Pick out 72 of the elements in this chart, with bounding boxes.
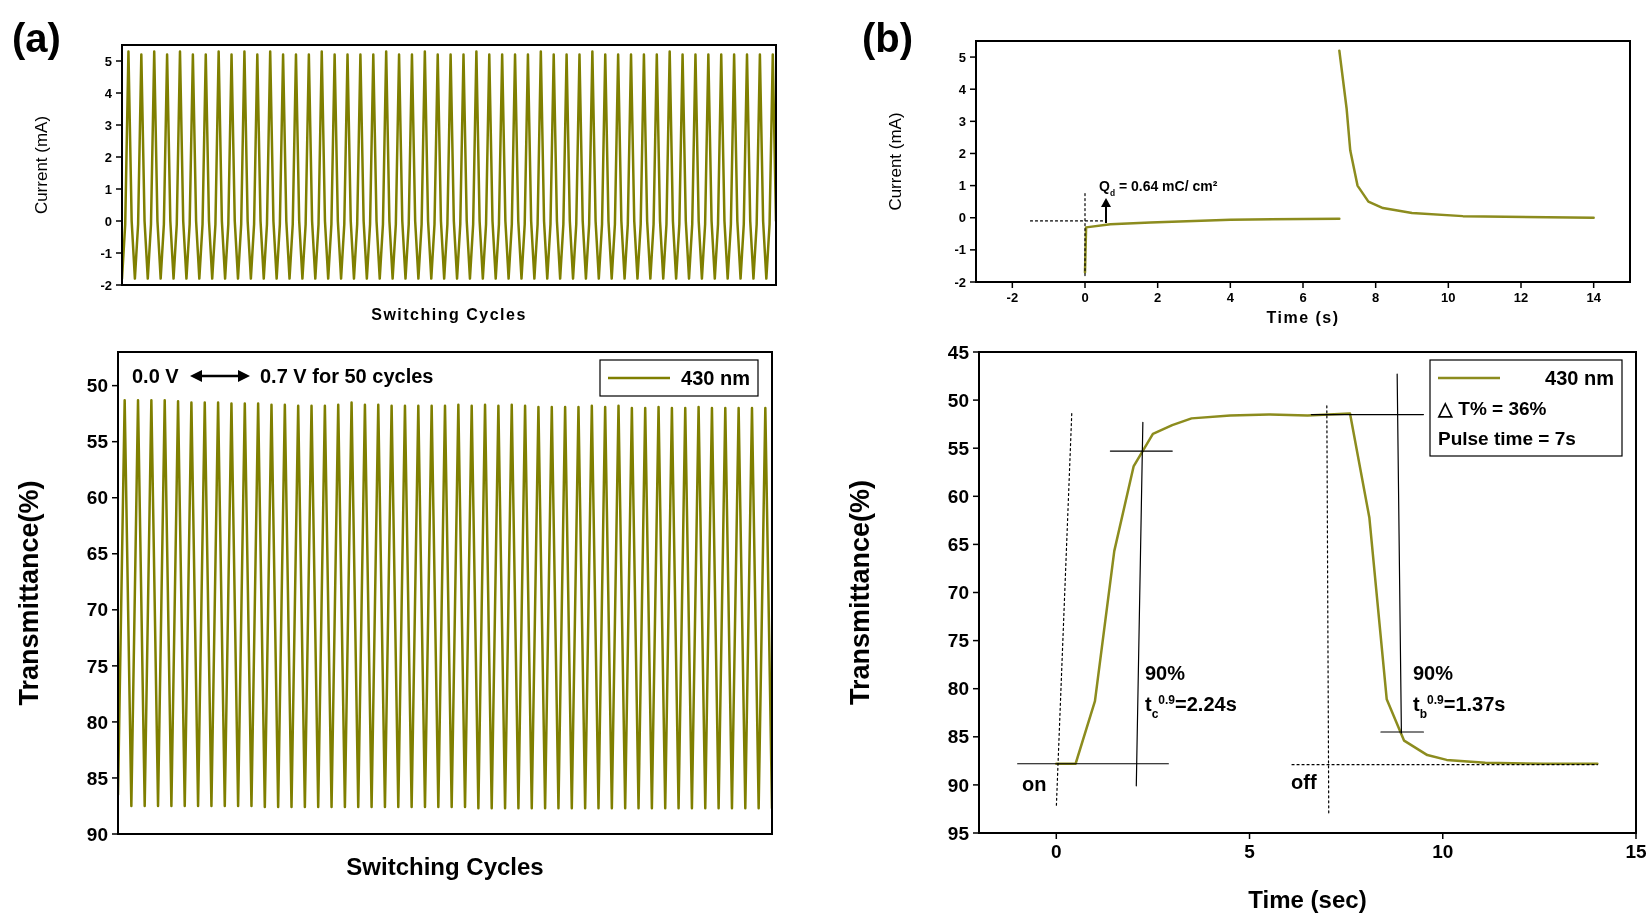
x-axis-title: Time (s) xyxy=(1266,308,1340,326)
y-tick-label: 1 xyxy=(104,181,112,197)
x-tick-label: 8 xyxy=(1372,290,1380,306)
y-tick-label: 2 xyxy=(958,146,966,162)
y-tick-label: 55 xyxy=(86,431,109,453)
x-tick-label: 15 xyxy=(1625,841,1647,863)
y-tick-label: 50 xyxy=(86,375,108,397)
annotation: 0.7 V for 50 cycles xyxy=(260,365,434,387)
y-tick-label: 80 xyxy=(947,678,969,700)
y-tick-label: 75 xyxy=(947,630,970,652)
y-tick-label: 70 xyxy=(947,582,969,604)
annotation: on xyxy=(1022,773,1047,795)
annotation: t$_{b}$$^{0.9}$=1.37s xyxy=(1413,693,1506,721)
x-tick-label: 10 xyxy=(1441,290,1456,306)
y-tick-label: -2 xyxy=(954,274,966,290)
x-tick-label: 10 xyxy=(1432,841,1454,863)
y-tick-label: 50 xyxy=(947,389,969,411)
x-tick-label: 4 xyxy=(1226,290,1235,306)
y-tick-label: -2 xyxy=(100,277,112,293)
annotation: t$_{c}$$^{0.9}$=2.24s xyxy=(1145,693,1237,721)
y-tick-label: 5 xyxy=(958,49,966,65)
y-tick-label: 60 xyxy=(86,487,108,509)
annotation: 0.0 V xyxy=(132,365,180,387)
x-tick-label: 0 xyxy=(1081,290,1089,306)
chart-title: (b) xyxy=(862,16,914,60)
y-tick-label: 70 xyxy=(86,599,108,621)
legend-label: 430 nm xyxy=(1545,367,1614,389)
y-tick-label: 60 xyxy=(947,485,969,507)
x-tick-label: 12 xyxy=(1513,290,1529,306)
x-tick-label: 5 xyxy=(1244,841,1256,863)
x-axis-title: Switching Cycles xyxy=(346,853,544,881)
annotation: off xyxy=(1291,771,1317,793)
y-tick-label: 85 xyxy=(947,726,970,748)
x-tick-label: 6 xyxy=(1299,290,1307,306)
y-tick-label: 4 xyxy=(958,81,967,97)
y-axis-title: Current (mA) xyxy=(32,115,51,215)
y-tick-label: 0 xyxy=(104,213,112,229)
annotation: Q$_{d}$ = 0.64 mC/ cm² xyxy=(1099,178,1218,198)
y-tick-label: 55 xyxy=(947,437,970,459)
y-tick-label: 80 xyxy=(86,711,108,733)
y-tick-label: 90 xyxy=(947,774,969,796)
y-tick-label: 4 xyxy=(104,85,113,101)
y-axis-title: Current (mA) xyxy=(886,112,905,211)
y-tick-label: 85 xyxy=(86,767,109,789)
y-tick-label: 65 xyxy=(947,534,970,556)
y-tick-label: 95 xyxy=(947,822,970,844)
x-tick-label: 14 xyxy=(1586,290,1602,306)
y-tick-label: 45 xyxy=(947,341,970,363)
annotation: 90% xyxy=(1145,662,1186,684)
x-tick-label: -2 xyxy=(1006,290,1019,306)
y-tick-label: 3 xyxy=(958,113,966,129)
y-tick-label: -1 xyxy=(100,245,112,261)
x-axis-title: Time (sec) xyxy=(1248,886,1367,914)
y-tick-label: 1 xyxy=(958,178,966,194)
y-tick-label: 5 xyxy=(104,53,112,69)
annotation: 90% xyxy=(1413,662,1454,684)
y-tick-label: -1 xyxy=(954,242,966,258)
y-tick-label: 65 xyxy=(86,543,109,565)
x-axis-title: Switching Cycles xyxy=(371,305,527,323)
y-tick-label: 0 xyxy=(958,210,966,226)
y-tick-label: 3 xyxy=(104,117,112,133)
y-axis-title: Transmittance(%) xyxy=(845,479,875,706)
y-tick-label: 75 xyxy=(86,655,109,677)
annotation: Pulse time = 7s xyxy=(1438,428,1576,449)
x-tick-label: 0 xyxy=(1051,841,1062,863)
y-axis-title: Transmittance(%) xyxy=(14,480,44,706)
y-tick-label: 2 xyxy=(104,149,112,165)
chart-title: (a) xyxy=(12,16,61,60)
y-tick-label: 90 xyxy=(86,823,108,845)
x-tick-label: 2 xyxy=(1154,290,1162,306)
annotation: △ T% = 36% xyxy=(1437,398,1547,419)
legend-label: 430 nm xyxy=(681,367,750,389)
